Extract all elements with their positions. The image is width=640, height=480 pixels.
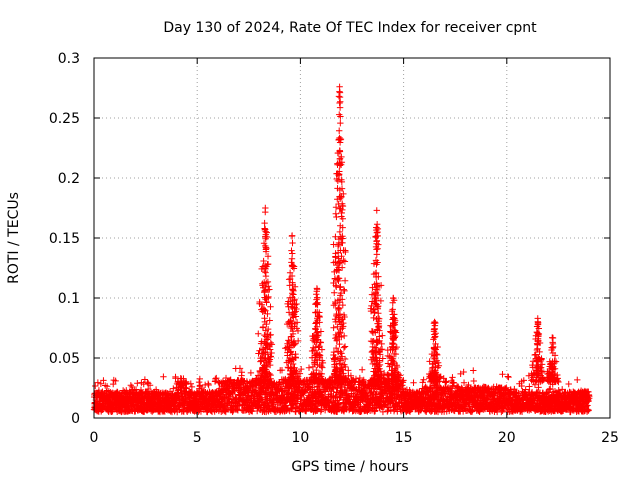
data-point — [289, 239, 296, 247]
data-point — [340, 332, 348, 340]
data-point — [262, 204, 269, 212]
data-point — [160, 373, 167, 380]
data-point — [100, 377, 107, 384]
data-point — [358, 366, 366, 373]
data-point — [195, 378, 203, 386]
data-point — [212, 377, 219, 385]
data-point — [128, 383, 136, 391]
data-point — [92, 382, 99, 390]
data-point — [574, 376, 581, 384]
data-point — [336, 104, 344, 111]
data-point — [292, 403, 300, 411]
data-point — [103, 383, 111, 390]
data-point — [180, 375, 187, 382]
data-point — [335, 93, 343, 100]
data-point — [144, 385, 152, 393]
data-point — [187, 380, 194, 387]
data-point — [337, 98, 344, 105]
data-point — [278, 366, 286, 374]
data-point — [336, 89, 344, 96]
data-point — [331, 289, 338, 296]
data-point — [213, 374, 220, 382]
data-point — [410, 379, 417, 386]
data-point — [270, 400, 278, 408]
data-point — [97, 380, 105, 387]
data-point — [112, 377, 119, 385]
data-point — [127, 382, 135, 389]
data-point — [236, 365, 244, 372]
data-point — [449, 374, 456, 381]
data-point — [134, 379, 141, 387]
data-point — [330, 324, 337, 331]
data-point — [140, 380, 147, 388]
data-point — [276, 381, 284, 388]
data-point — [238, 369, 246, 376]
data-point — [260, 257, 267, 265]
data-point — [247, 369, 255, 377]
data-point — [250, 405, 257, 412]
data-point — [337, 119, 344, 127]
data-point — [336, 99, 343, 107]
data-point — [318, 363, 325, 370]
data-point — [333, 283, 340, 291]
grid-lines — [94, 58, 610, 418]
data-point — [313, 300, 320, 308]
data-point — [137, 386, 145, 394]
data-point — [341, 277, 349, 284]
data-point — [373, 221, 381, 228]
data-point — [313, 291, 320, 298]
data-point — [470, 377, 477, 385]
data-point — [288, 255, 296, 262]
data-point — [293, 398, 301, 405]
data-point — [335, 127, 343, 134]
data-point — [258, 394, 266, 401]
data-point — [565, 380, 572, 388]
data-point — [94, 379, 102, 386]
data-point — [283, 394, 290, 402]
data-point — [526, 383, 533, 390]
data-point — [196, 375, 204, 383]
data-point — [110, 380, 117, 388]
data-point — [183, 379, 190, 387]
data-point — [341, 343, 349, 350]
data-point — [255, 330, 262, 337]
data-point — [146, 381, 154, 389]
data-point — [373, 207, 380, 214]
data-point — [375, 323, 382, 330]
data-point — [292, 350, 299, 358]
data-point — [389, 306, 396, 313]
data-point — [205, 381, 212, 389]
data-point — [267, 303, 274, 310]
data-point — [262, 272, 270, 280]
data-point — [340, 344, 348, 351]
data-point — [288, 247, 295, 254]
data-point — [204, 380, 212, 387]
data-point — [379, 332, 386, 339]
data-point — [384, 360, 392, 367]
data-point — [336, 83, 343, 90]
data-point — [268, 349, 275, 357]
data-point — [188, 383, 196, 391]
data-point — [374, 315, 382, 322]
data-point — [259, 324, 267, 331]
data-point — [332, 210, 339, 217]
data-point — [313, 285, 321, 292]
data-point — [470, 367, 477, 374]
data-point — [505, 373, 512, 381]
data-point — [183, 385, 190, 392]
data-point — [373, 251, 381, 258]
data-point — [305, 364, 313, 371]
data-points — [90, 83, 593, 416]
